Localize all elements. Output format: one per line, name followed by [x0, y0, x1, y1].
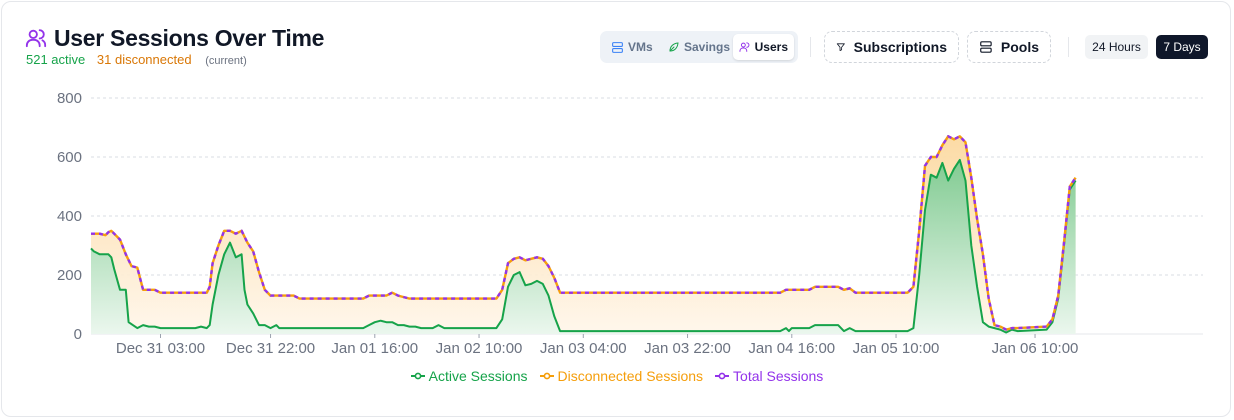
active-sessions-line: [90, 158, 1077, 334]
segment-users[interactable]: Users: [733, 34, 794, 60]
toolbar-divider: [1068, 37, 1069, 57]
range-7-days-button[interactable]: 7 Days: [1156, 35, 1208, 59]
legend-item-active[interactable]: Active Sessions: [410, 368, 528, 384]
active-count: 521 active: [26, 52, 86, 67]
disconnected-count: 31 disconnected: [96, 52, 192, 67]
legend-marker-icon: [715, 372, 730, 380]
pools-filter-button[interactable]: Pools: [967, 31, 1051, 63]
legend-marker-icon: [539, 372, 554, 380]
segment-vms-label: VMs: [628, 40, 653, 54]
legend-item-disconnected[interactable]: Disconnected Sessions: [539, 368, 704, 384]
legend-label: Active Sessions: [428, 368, 528, 384]
server-icon: [980, 41, 992, 53]
x-tick-label: Jan 06 10:00: [992, 340, 1079, 357]
leaf-icon: [669, 42, 679, 52]
active-sessions-area: [91, 159, 1076, 334]
legend-item-total[interactable]: Total Sessions: [715, 368, 823, 384]
current-note: (current): [205, 55, 247, 67]
x-tick-label: Jan 03 04:00: [540, 340, 627, 357]
x-tick-label: Jan 04 16:00: [748, 340, 835, 357]
session-summary: 521 active 31 disconnected (current): [26, 52, 247, 67]
y-tick-label: 600: [57, 149, 82, 166]
subscriptions-filter-button[interactable]: Subscriptions: [824, 31, 959, 63]
users-icon: [25, 29, 47, 48]
legend-label: Disconnected Sessions: [557, 368, 704, 384]
toolbar-divider: [810, 37, 811, 57]
segment-savings[interactable]: Savings: [662, 34, 736, 60]
x-tick-label: Jan 03 22:00: [644, 340, 731, 357]
total-sessions-line: [91, 135, 1077, 331]
server-icon: [612, 41, 623, 53]
segment-users-label: Users: [754, 40, 788, 54]
range-24-hours-button[interactable]: 24 Hours: [1085, 35, 1148, 59]
view-segmented-control: VMs Savings Users: [600, 31, 798, 63]
segment-savings-label: Savings: [684, 40, 731, 54]
segment-vms[interactable]: VMs: [605, 34, 659, 60]
x-tick-label: Dec 31 22:00: [226, 340, 315, 357]
users-icon: [739, 42, 750, 52]
y-tick-label: 800: [57, 90, 82, 107]
chart-legend: Active Sessions Disconnected Sessions Tota…: [0, 368, 1234, 384]
filter-icon: [836, 43, 845, 52]
y-tick-label: 400: [57, 208, 82, 225]
legend-marker-icon: [410, 372, 425, 380]
legend-label: Total Sessions: [733, 368, 824, 384]
pools-label: Pools: [1000, 39, 1039, 55]
x-tick-label: Jan 05 10:00: [853, 340, 940, 357]
subscriptions-label: Subscriptions: [853, 39, 947, 55]
y-tick-label: 0: [74, 326, 82, 343]
x-tick-label: Jan 01 16:00: [331, 340, 418, 357]
x-tick-label: Dec 31 03:00: [116, 340, 205, 357]
x-tick-label: Jan 02 10:00: [436, 340, 523, 357]
y-tick-label: 200: [57, 267, 82, 284]
page-title: User Sessions Over Time: [54, 25, 325, 51]
